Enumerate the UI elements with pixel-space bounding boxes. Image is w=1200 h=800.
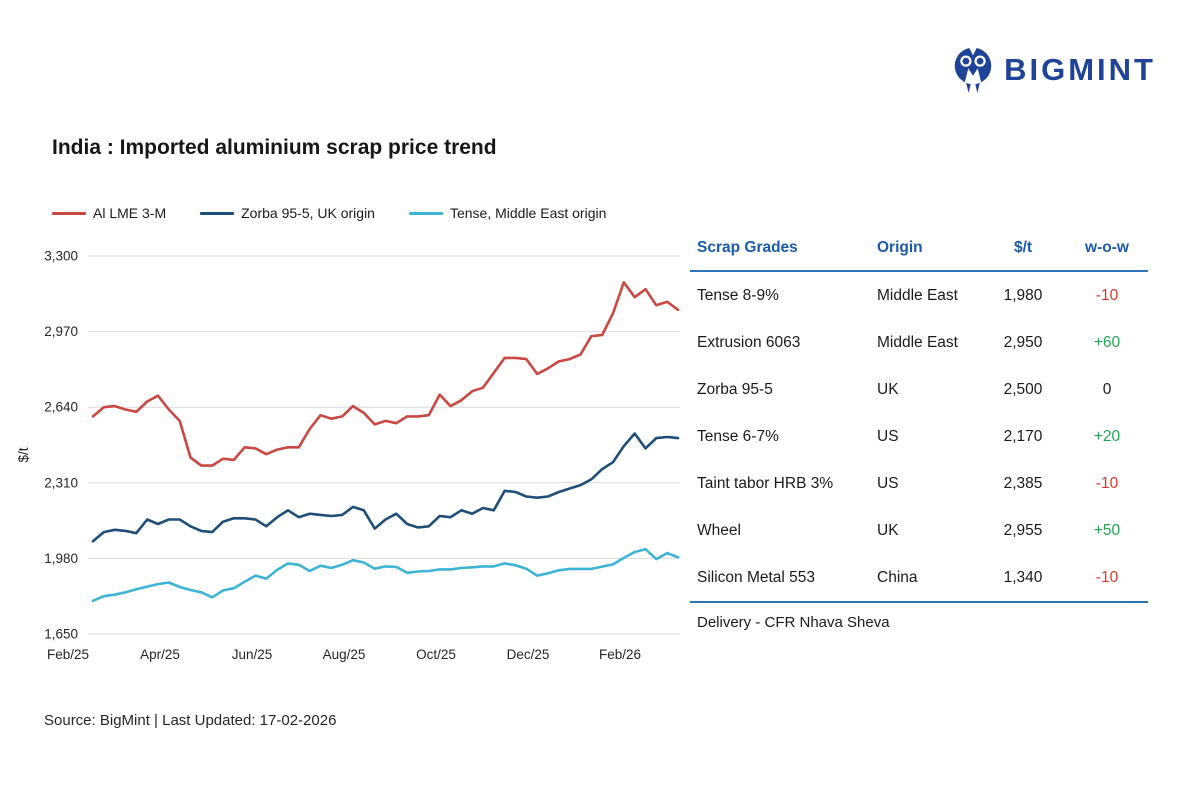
- wow-cell: +50: [1093, 521, 1121, 539]
- price-cell: 1,980: [1003, 286, 1043, 304]
- wow-cell: 0: [1102, 380, 1112, 398]
- series-line-0: [91, 280, 680, 467]
- x-tick-label: Jun/25: [232, 647, 273, 662]
- page-title: India : Imported aluminium scrap price t…: [52, 136, 497, 159]
- scrap-price-table: Scrap Grades Origin $/t w-o-w Tense 8-9% Mid…: [690, 233, 1148, 601]
- legend-item-tense: Tense, Middle East origin: [408, 205, 607, 221]
- price-cell: 2,500: [1003, 380, 1043, 398]
- table-body: Tense 8-9% Middle East 1,980 -10 Extrusion 6…: [690, 271, 1148, 601]
- table-row: Tense 8-9% Middle East 1,980 -10: [690, 271, 1148, 319]
- x-tick-label: Oct/25: [416, 647, 456, 662]
- x-tick-label: Feb/26: [599, 647, 641, 662]
- x-tick-label: Feb/25: [47, 647, 89, 662]
- column-header-1: Origin: [870, 233, 980, 272]
- column-header-2: $/t: [980, 233, 1066, 272]
- grade-cell: Silicon Metal 553: [697, 568, 816, 586]
- x-tick-label: Apr/25: [140, 647, 180, 662]
- x-tick-label: Aug/25: [323, 647, 366, 662]
- legend-line-marker: [200, 211, 235, 215]
- chart-legend: Al LME 3-M Zorba 95-5, UK origin Tense, …: [52, 205, 606, 221]
- bigmint-logo: BIGMINT: [952, 46, 1156, 94]
- wow-cell: +60: [1093, 333, 1121, 351]
- legend-item-al-lme: Al LME 3-M: [52, 205, 166, 221]
- grade-cell: Taint tabor HRB 3%: [697, 474, 834, 492]
- origin-cell: US: [877, 427, 899, 445]
- wow-cell: -10: [1095, 474, 1119, 492]
- y-axis-label: $/t: [16, 447, 31, 462]
- y-tick-label: 2,640: [44, 400, 78, 415]
- legend-label: Zorba 95-5, UK origin: [241, 205, 375, 221]
- price-cell: 1,340: [1003, 568, 1043, 586]
- y-tick-label: 2,310: [44, 475, 78, 490]
- y-tick-label: 1,650: [44, 627, 78, 642]
- grade-cell: Tense 8-9%: [697, 286, 779, 304]
- y-tick-label: 1,980: [44, 551, 78, 566]
- legend-label: Tense, Middle East origin: [449, 205, 607, 221]
- bigmint-logo-text: BIGMINT: [1004, 52, 1156, 87]
- origin-cell: US: [877, 474, 899, 492]
- series-line-2: [91, 547, 680, 603]
- legend-label: Al LME 3-M: [93, 205, 167, 221]
- wow-cell: -10: [1095, 286, 1119, 304]
- table-row: Zorba 95-5 UK 2,500 0: [690, 366, 1148, 413]
- origin-cell: Middle East: [877, 333, 958, 351]
- y-tick-label: 2,970: [44, 324, 78, 339]
- legend-line-marker: [52, 211, 86, 215]
- grade-cell: Extrusion 6063: [697, 333, 801, 351]
- delivery-note: Delivery - CFR Nhava Sheva: [690, 601, 1148, 631]
- legend-item-zorba: Zorba 95-5, UK origin: [200, 205, 375, 221]
- table-row: Tense 6-7% US 2,170 +20: [690, 413, 1148, 460]
- origin-cell: UK: [877, 521, 899, 539]
- price-cell: 2,950: [1003, 333, 1043, 351]
- origin-cell: Middle East: [877, 286, 958, 304]
- price-cell: 2,385: [1003, 474, 1043, 492]
- price-cell: 2,170: [1003, 427, 1043, 445]
- table-row: Taint tabor HRB 3% US 2,385 -10: [690, 460, 1148, 507]
- column-header-0: Scrap Grades: [690, 233, 870, 272]
- column-header-3: w-o-w: [1066, 233, 1148, 272]
- bigmint-owl-icon: [952, 46, 994, 94]
- grade-cell: Tense 6-7%: [697, 427, 779, 445]
- grade-cell: Zorba 95-5: [697, 380, 773, 398]
- table-row: Silicon Metal 553 China 1,340 -10: [690, 554, 1148, 601]
- origin-cell: UK: [877, 380, 899, 398]
- price-trend-chart: 3,300 2,970 2,640 2,310 1,980 1,650 $/t Feb/25 A…: [10, 245, 690, 680]
- x-tick-label: Dec/25: [507, 647, 550, 662]
- series-line-1: [91, 432, 680, 543]
- wow-cell: +20: [1093, 427, 1121, 445]
- table-row: Extrusion 6063 Middle East 2,950 +60: [690, 319, 1148, 366]
- table-row: Wheel UK 2,955 +50: [690, 507, 1148, 554]
- price-cell: 2,955: [1003, 521, 1043, 539]
- table-header-row: Scrap Grades Origin $/t w-o-w: [690, 233, 1148, 272]
- wow-cell: -10: [1095, 568, 1119, 586]
- y-tick-label: 3,300: [44, 249, 78, 264]
- grade-cell: Wheel: [697, 521, 741, 539]
- scrap-price-table-section: Scrap Grades Origin $/t w-o-w Tense 8-9% Mid…: [690, 233, 1148, 631]
- price-chart-svg: 3,300 2,970 2,640 2,310 1,980 1,650 $/t Feb/25 A…: [16, 249, 680, 662]
- origin-cell: China: [877, 568, 918, 586]
- source-caption: Source: BigMint | Last Updated: 17-02-20…: [44, 712, 337, 729]
- legend-line-marker: [408, 211, 443, 215]
